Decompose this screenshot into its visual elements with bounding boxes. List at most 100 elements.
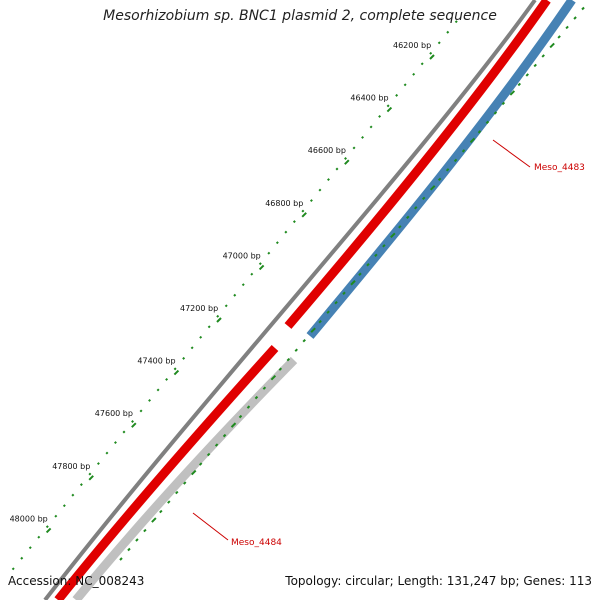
inner-tick xyxy=(390,232,396,238)
inner-tick xyxy=(334,301,338,305)
inner-tick xyxy=(469,137,476,144)
inner-tick xyxy=(541,54,545,58)
inner-tick xyxy=(270,374,277,381)
major-tick xyxy=(386,106,393,113)
minor-tick xyxy=(429,51,433,55)
minor-tick xyxy=(71,493,75,497)
minor-tick xyxy=(105,451,109,455)
inner-tick xyxy=(214,443,219,447)
inner-tick xyxy=(190,469,197,476)
inner-tick xyxy=(230,422,237,428)
inner-tick xyxy=(350,280,356,286)
inner-tick xyxy=(565,25,569,30)
minor-tick xyxy=(267,251,271,255)
minor-tick xyxy=(139,409,143,413)
inner-tick xyxy=(557,35,561,39)
minor-tick xyxy=(199,335,203,339)
map-tracks xyxy=(43,0,576,603)
minor-tick xyxy=(224,304,228,308)
inner-tick xyxy=(533,63,537,68)
tick-label: 47600 bp xyxy=(95,409,133,418)
minor-tick xyxy=(446,30,450,34)
inner-tick xyxy=(135,538,139,542)
minor-tick xyxy=(62,504,66,508)
minor-tick xyxy=(28,546,32,550)
inner-tick xyxy=(406,215,410,220)
major-tick xyxy=(216,317,222,323)
inner-tick xyxy=(286,357,290,362)
minor-tick xyxy=(173,367,177,371)
inner-tick xyxy=(183,481,187,485)
gene-label-meso-4484[interactable]: Meso_4484 xyxy=(231,538,282,548)
minor-tick xyxy=(275,241,279,245)
inner-tick xyxy=(159,509,163,514)
minor-tick xyxy=(96,462,100,466)
tick-label: 48000 bp xyxy=(10,514,48,523)
minor-tick xyxy=(20,556,24,560)
minor-tick xyxy=(309,199,313,203)
inner-tick xyxy=(549,42,555,49)
inner-tick xyxy=(222,433,227,438)
inner-tick xyxy=(318,320,322,324)
plasmid-backbone xyxy=(43,0,537,602)
gene-label-meso-4483[interactable]: Meso_4483 xyxy=(534,163,585,173)
minor-tick xyxy=(420,62,424,66)
inner-tick xyxy=(151,517,157,523)
minor-tick xyxy=(54,514,58,518)
minor-tick xyxy=(352,146,356,150)
inner-tick xyxy=(573,16,577,20)
minor-tick xyxy=(207,325,211,329)
major-tick xyxy=(173,369,180,376)
gene-band-meso-4484[interactable] xyxy=(72,356,298,603)
inner-tick xyxy=(254,395,259,400)
inner-tick xyxy=(374,253,378,257)
minor-tick xyxy=(182,356,186,360)
gene-labels: Meso_4483 Meso_4484 xyxy=(192,139,585,548)
minor-tick xyxy=(258,262,262,266)
inner-tick xyxy=(358,272,362,276)
minor-tick xyxy=(233,293,237,297)
forward-strand-gene-band-upper[interactable] xyxy=(284,0,551,329)
minor-tick xyxy=(284,230,288,234)
inner-tick xyxy=(517,82,522,87)
major-tick xyxy=(429,54,435,60)
minor-tick xyxy=(122,430,126,434)
inner-tick xyxy=(246,405,251,409)
tick-label: 46600 bp xyxy=(308,146,346,155)
minor-tick xyxy=(250,272,254,276)
inner-tick xyxy=(278,367,283,371)
inner-tick xyxy=(366,263,370,267)
tick-label: 47000 bp xyxy=(223,251,261,260)
inner-tick xyxy=(143,528,147,533)
minor-tick xyxy=(131,420,134,423)
inner-tick xyxy=(238,414,243,419)
inner-tick xyxy=(501,101,506,106)
minor-tick xyxy=(156,388,160,392)
minor-tick xyxy=(165,377,169,381)
tick-label: 46200 bp xyxy=(393,41,431,50)
minor-tick xyxy=(437,41,441,45)
inner-tick xyxy=(461,149,466,153)
inner-tick xyxy=(342,291,346,295)
major-tick xyxy=(131,422,137,428)
minor-tick xyxy=(114,441,117,444)
inner-tick xyxy=(493,111,498,115)
minor-tick xyxy=(335,167,339,171)
inner-tick xyxy=(414,206,418,210)
inner-tick xyxy=(485,120,490,125)
inner-tick xyxy=(175,490,179,495)
inner-tick xyxy=(477,130,482,134)
minor-tick xyxy=(190,346,194,350)
forward-strand-gene-band-lower[interactable] xyxy=(54,344,279,603)
inner-tick xyxy=(310,327,316,333)
minor-tick xyxy=(327,178,330,181)
inner-tick xyxy=(294,348,298,352)
minor-tick xyxy=(241,283,245,287)
minor-tick xyxy=(318,188,322,192)
minor-tick xyxy=(403,83,407,87)
tick-label: 47200 bp xyxy=(180,304,218,313)
major-tick xyxy=(301,212,307,218)
minor-tick xyxy=(216,314,220,318)
gene-band-meso-4483[interactable] xyxy=(306,0,576,339)
